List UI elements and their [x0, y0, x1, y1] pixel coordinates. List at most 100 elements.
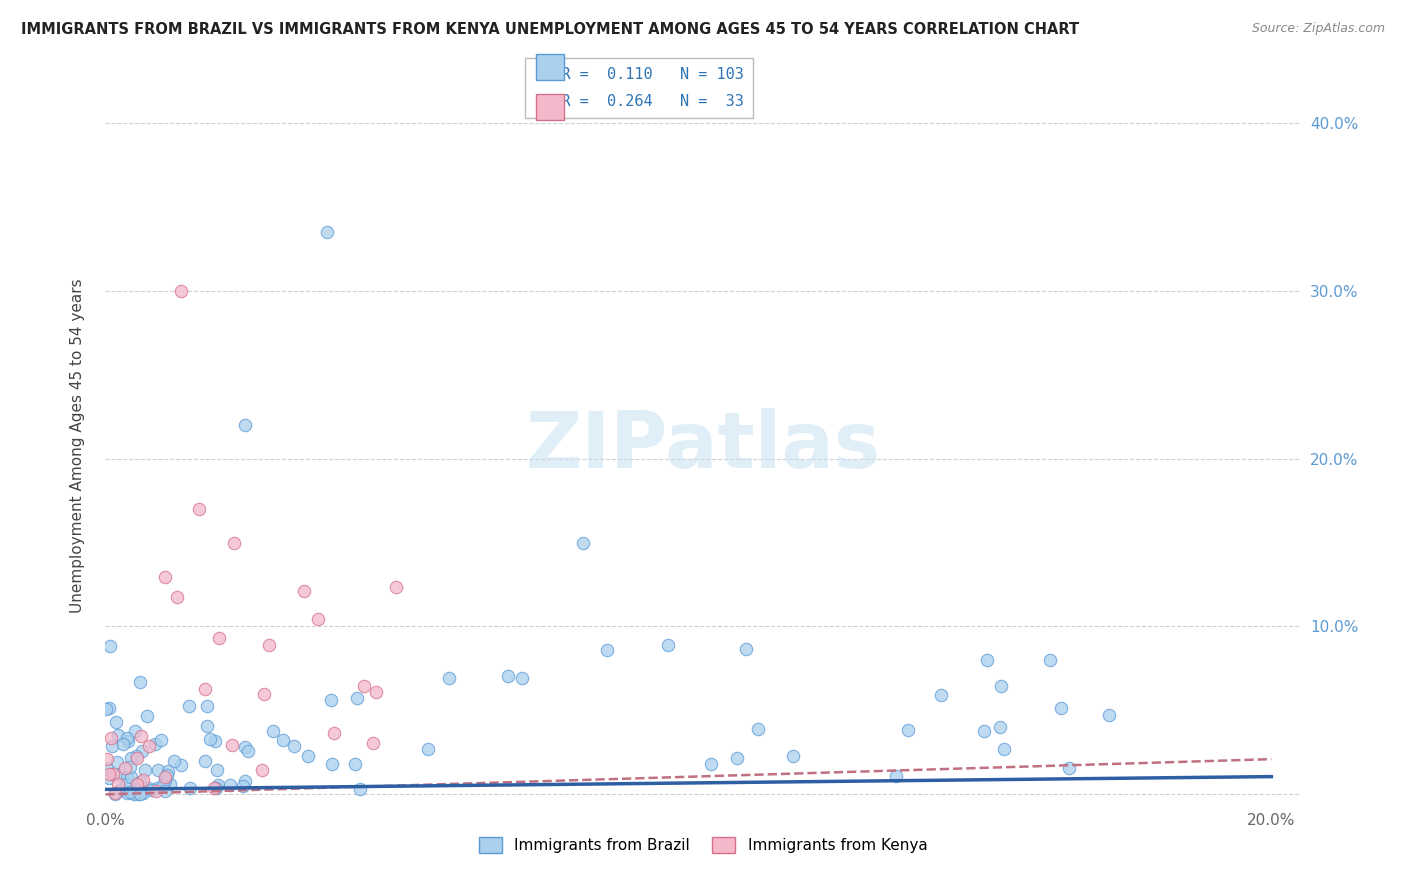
Point: [232, 779, 254, 793]
Point: [973, 724, 995, 739]
Point: [207, 778, 229, 792]
Point: [170, 758, 193, 772]
Point: [120, 751, 142, 765]
Point: [884, 769, 907, 783]
Text: R =  0.110   N = 103
   R =  0.264   N =  33: R = 0.110 N = 103 R = 0.264 N = 33: [534, 67, 744, 109]
Point: [104, 786, 127, 800]
Point: [439, 671, 461, 685]
Point: [725, 751, 748, 765]
Point: [1039, 653, 1062, 667]
Point: [153, 783, 176, 797]
Point: [112, 737, 135, 751]
Point: [1059, 761, 1081, 775]
Text: IMMIGRANTS FROM BRAZIL VS IMMIGRANTS FROM KENYA UNEMPLOYMENT AMONG AGES 45 TO 54: IMMIGRANTS FROM BRAZIL VS IMMIGRANTS FRO…: [21, 22, 1080, 37]
Point: [273, 733, 295, 747]
Point: [316, 225, 339, 239]
Point: [283, 739, 305, 753]
Point: [262, 724, 284, 739]
Point: [120, 785, 142, 799]
Point: [735, 641, 758, 656]
Point: [361, 736, 384, 750]
Point: [990, 721, 1012, 735]
Point: [120, 770, 142, 784]
Point: [129, 675, 152, 690]
Point: [96, 752, 118, 766]
Point: [194, 755, 217, 769]
Point: [194, 682, 217, 697]
Point: [131, 744, 153, 758]
Point: [105, 714, 128, 729]
Y-axis label: Unemployment Among Ages 45 to 54 years: Unemployment Among Ages 45 to 54 years: [70, 278, 84, 614]
Point: [122, 786, 145, 800]
Point: [105, 755, 128, 769]
Point: [129, 787, 152, 801]
Point: [146, 781, 169, 796]
Point: [187, 502, 209, 516]
Point: [700, 756, 723, 771]
Point: [145, 784, 167, 798]
Point: [155, 768, 177, 782]
Point: [204, 733, 226, 747]
Point: [141, 782, 163, 797]
Point: [157, 764, 180, 779]
Point: [115, 770, 138, 784]
Point: [595, 642, 617, 657]
Point: [129, 730, 152, 744]
Point: [114, 761, 136, 775]
Point: [120, 760, 142, 774]
Point: [195, 718, 218, 732]
Point: [219, 778, 242, 792]
Point: [101, 766, 124, 780]
Point: [125, 748, 148, 763]
Point: [208, 632, 231, 646]
Point: [1098, 708, 1121, 723]
Point: [153, 773, 176, 788]
Point: [747, 723, 769, 737]
Point: [200, 732, 222, 747]
Point: [166, 590, 188, 604]
Point: [94, 702, 117, 716]
Point: [163, 754, 186, 768]
Point: [107, 729, 129, 743]
Point: [125, 780, 148, 795]
Point: [104, 787, 127, 801]
Point: [512, 672, 534, 686]
Point: [297, 748, 319, 763]
Point: [250, 763, 273, 777]
Point: [125, 777, 148, 791]
Point: [138, 739, 160, 753]
Point: [307, 612, 329, 626]
Point: [115, 731, 138, 745]
Point: [100, 731, 122, 745]
Point: [170, 284, 193, 298]
Point: [114, 777, 136, 791]
Point: [179, 780, 201, 795]
Text: Source: ZipAtlas.com: Source: ZipAtlas.com: [1251, 22, 1385, 36]
Point: [353, 679, 375, 693]
Point: [122, 782, 145, 797]
Point: [416, 742, 439, 756]
Point: [346, 691, 368, 706]
Point: [159, 777, 181, 791]
Point: [235, 417, 257, 432]
Point: [110, 783, 132, 797]
Point: [107, 777, 129, 791]
Point: [150, 733, 173, 747]
Point: [131, 786, 153, 800]
Point: [153, 770, 176, 784]
Legend: Immigrants from Brazil, Immigrants from Kenya: Immigrants from Brazil, Immigrants from …: [472, 831, 934, 859]
Point: [145, 737, 167, 751]
Point: [153, 570, 176, 584]
Point: [115, 786, 138, 800]
Point: [364, 685, 387, 699]
Point: [117, 734, 139, 748]
Point: [179, 698, 201, 713]
Point: [97, 701, 120, 715]
Point: [897, 723, 920, 737]
Point: [101, 739, 124, 753]
Point: [97, 766, 120, 780]
Point: [572, 535, 595, 549]
Text: ZIPatlas: ZIPatlas: [526, 408, 880, 484]
Point: [222, 535, 245, 549]
Point: [132, 772, 155, 787]
